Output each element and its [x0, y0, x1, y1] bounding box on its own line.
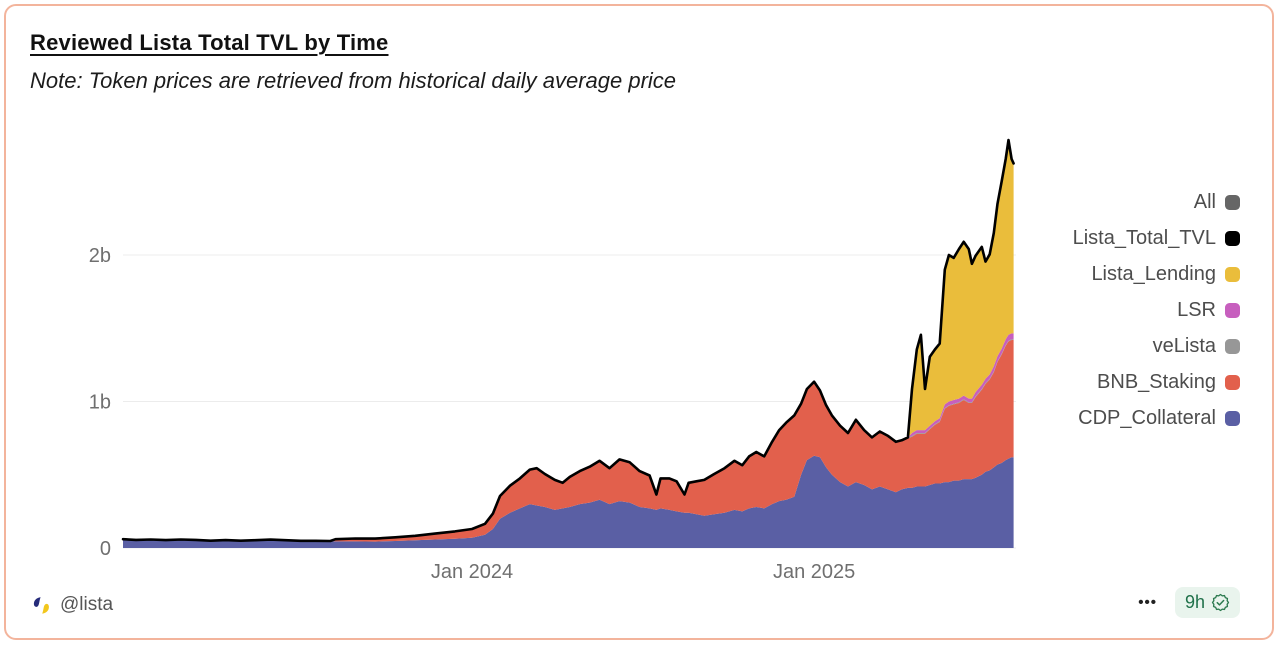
lista-logo-icon — [33, 596, 49, 614]
chart-title: Reviewed Lista Total TVL by Time — [30, 30, 389, 55]
legend-item-Lista_Total_TVL[interactable]: Lista_Total_TVL — [1073, 220, 1240, 256]
y-tick-label: 1b — [89, 392, 111, 414]
legend-label: CDP_Collateral — [1078, 406, 1216, 429]
legend-label: BNB_Staking — [1097, 370, 1216, 393]
author-handle[interactable]: @lista — [60, 594, 114, 615]
legend-item-CDP_Collateral[interactable]: CDP_Collateral — [1073, 400, 1240, 436]
legend-swatch-icon — [1225, 410, 1240, 426]
chart-card: Reviewed Lista Total TVL by Time Note: T… — [4, 4, 1274, 640]
legend-label: All — [1193, 190, 1216, 213]
chart-subtitle: Note: Token prices are retrieved from hi… — [30, 68, 677, 93]
freshness-age: 9h — [1184, 592, 1205, 612]
y-tick-label: 2b — [89, 245, 111, 267]
legend-swatch-icon — [1225, 230, 1240, 246]
footer-author[interactable]: @lista — [32, 594, 113, 616]
freshness-badge[interactable]: 9h — [1174, 587, 1240, 618]
legend-swatch-icon — [1225, 302, 1240, 318]
area-BNB_Staking — [123, 340, 1014, 542]
x-tick-label: Jan 2025 — [773, 561, 855, 583]
line-Lista_Total_TVL — [121, 138, 1015, 543]
legend-swatch-icon — [1225, 338, 1240, 354]
y-tick-label: 0 — [100, 538, 111, 560]
verified-check-icon — [1211, 593, 1230, 612]
legend-label: LSR — [1177, 298, 1216, 321]
chart-legend: All Lista_Total_TVL Lista_Lending LSR veList… — [1073, 184, 1240, 436]
legend-item-Lista_Lending[interactable]: Lista_Lending — [1073, 256, 1240, 292]
tvl-stacked-area-chart[interactable]: 0 1b 2b Jan 2024 Jan 2025 — [26, 131, 1026, 591]
footer-actions: ••• 9h — [1136, 587, 1240, 618]
more-options-button[interactable]: ••• — [1136, 590, 1159, 615]
legend-swatch-icon — [1225, 266, 1240, 282]
legend-label: Lista_Lending — [1091, 262, 1216, 285]
legend-item-All[interactable]: All — [1073, 184, 1240, 220]
legend-label: veLista — [1152, 334, 1216, 357]
legend-item-LSR[interactable]: LSR — [1073, 292, 1240, 328]
x-tick-label: Jan 2024 — [431, 561, 513, 583]
legend-item-veLista[interactable]: veLista — [1073, 328, 1240, 364]
area-CDP_Collateral — [123, 455, 1014, 548]
legend-swatch-icon — [1225, 194, 1240, 210]
legend-label: Lista_Total_TVL — [1072, 226, 1216, 249]
legend-swatch-icon — [1225, 374, 1240, 390]
legend-item-BNB_Staking[interactable]: BNB_Staking — [1073, 364, 1240, 400]
